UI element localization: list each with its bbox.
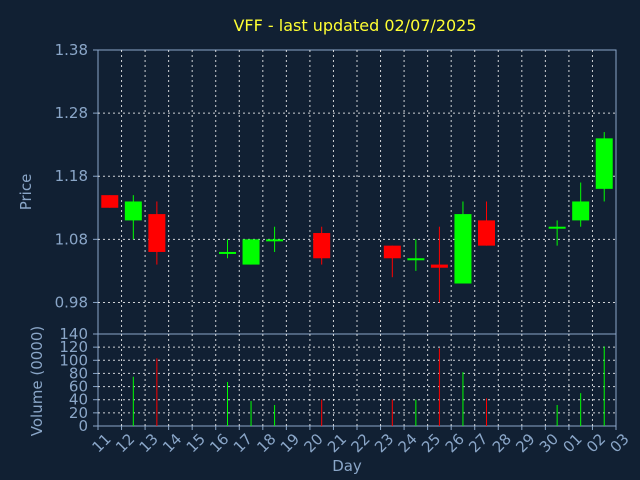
candle-body bbox=[478, 220, 495, 246]
volume-axis-label: Volume (0000) bbox=[28, 326, 46, 436]
price-tick-label: 1.28 bbox=[55, 104, 88, 122]
candle-body bbox=[242, 239, 260, 265]
candle-body bbox=[383, 245, 401, 259]
candle-body bbox=[407, 258, 425, 261]
volume-tick-label: 80 bbox=[69, 364, 88, 382]
candle-body bbox=[595, 138, 613, 189]
candle-body bbox=[430, 264, 448, 268]
candle-body bbox=[454, 214, 472, 284]
volume-tick-label: 120 bbox=[59, 338, 88, 356]
price-tick-label: 1.18 bbox=[55, 167, 88, 185]
chart-title: VFF - last updated 02/07/2025 bbox=[233, 16, 476, 35]
volume-tick-label: 100 bbox=[59, 351, 88, 369]
volume-grid bbox=[98, 334, 616, 426]
volume-tick-label: 0 bbox=[78, 417, 88, 435]
candle-body bbox=[219, 251, 236, 254]
candle-body bbox=[124, 201, 142, 221]
volume-tick-label: 20 bbox=[69, 404, 88, 422]
price-tick-label: 1.08 bbox=[55, 230, 88, 248]
x-axis-label: Day bbox=[332, 457, 362, 475]
candle-body bbox=[101, 195, 119, 208]
candle-body bbox=[548, 226, 566, 229]
candle-body bbox=[148, 214, 166, 252]
candle-body bbox=[313, 233, 331, 259]
candle-body bbox=[266, 239, 284, 242]
candlestick-series bbox=[101, 132, 613, 303]
price-y-ticks: 1.38 1.28 1.18 1.08 0.98 bbox=[55, 41, 98, 311]
volume-tick-label: 40 bbox=[69, 391, 88, 409]
price-axis-label: Price bbox=[17, 174, 35, 211]
price-tick-label: 1.38 bbox=[55, 41, 88, 59]
volume-series bbox=[132, 346, 605, 426]
price-tick-label: 0.98 bbox=[55, 293, 88, 311]
volume-tick-label: 140 bbox=[59, 325, 88, 343]
price-grid bbox=[98, 50, 616, 334]
candle-body bbox=[572, 201, 590, 221]
volume-tick-label: 60 bbox=[69, 378, 88, 396]
